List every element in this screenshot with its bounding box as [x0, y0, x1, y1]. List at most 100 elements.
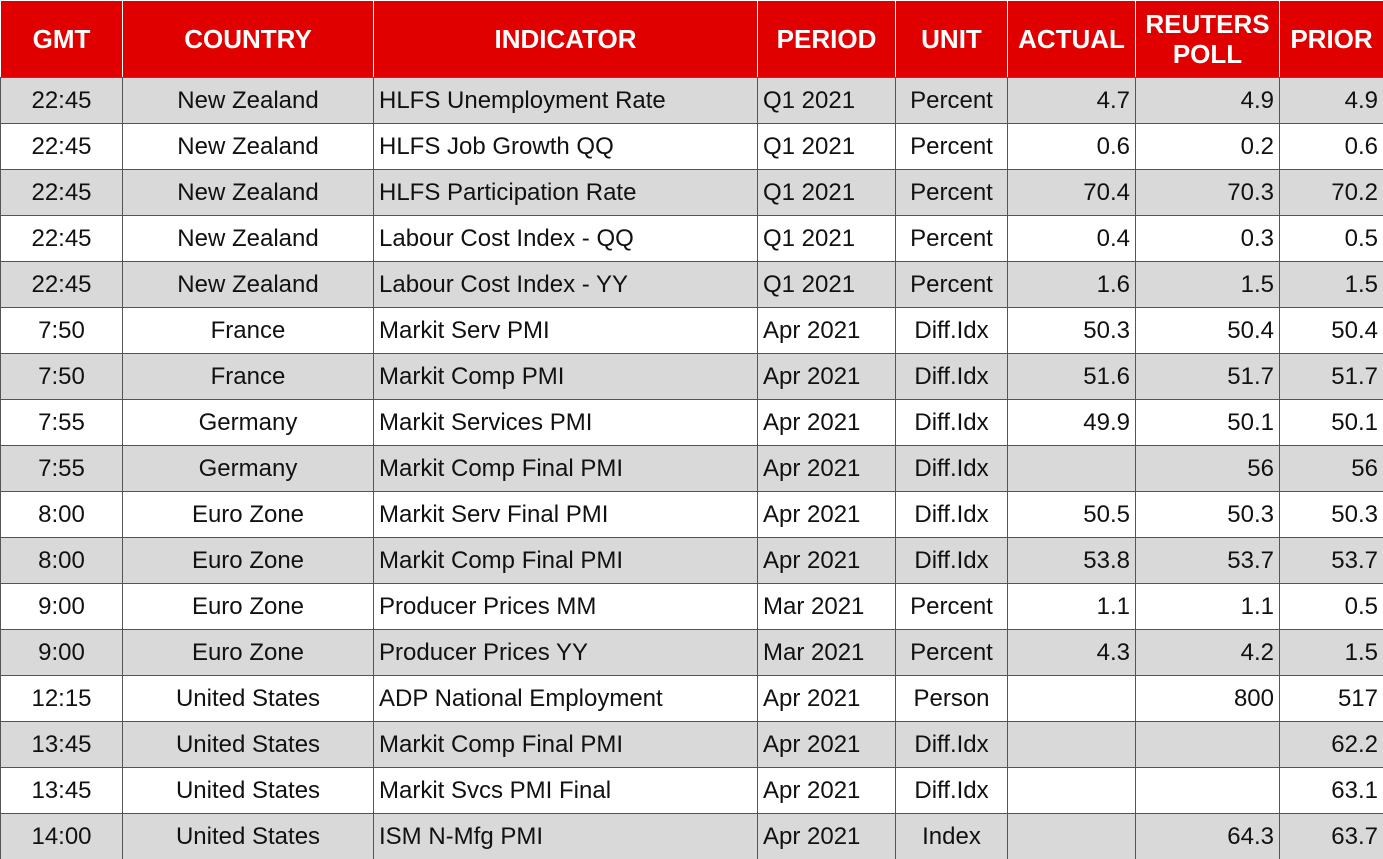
table-cell: United States	[122, 721, 374, 768]
table-cell: 63.7	[1279, 813, 1383, 859]
table-cell: 50.3	[1007, 307, 1136, 354]
table-row: 12:15 United States ADP National Employmen…	[0, 675, 1383, 722]
table-row: 8:00 Euro Zone Markit Serv Final PMI Apr 20…	[0, 491, 1383, 538]
table-row: 22:45 New Zealand Labour Cost Index - QQ Q1…	[0, 215, 1383, 262]
table-cell: 56	[1279, 445, 1383, 492]
table-cell: 7:50	[0, 353, 123, 400]
table-cell: Markit Comp Final PMI	[373, 721, 758, 768]
table-cell: Diff.Idx	[895, 445, 1008, 492]
table-cell: ADP National Employment	[373, 675, 758, 722]
table-cell: Producer Prices YY	[373, 629, 758, 676]
table-cell: 1.5	[1279, 629, 1383, 676]
table-cell: 53.7	[1135, 537, 1280, 584]
table-cell: 9:00	[0, 629, 123, 676]
table-cell: Percent	[895, 261, 1008, 308]
table-cell: Apr 2021	[757, 399, 896, 446]
table-cell: 70.2	[1279, 169, 1383, 216]
table-cell: 51.7	[1279, 353, 1383, 400]
table-cell	[1007, 767, 1136, 814]
table-cell: Q1 2021	[757, 261, 896, 308]
table-cell: United States	[122, 813, 374, 859]
table-cell: Apr 2021	[757, 537, 896, 584]
table-cell: 0.6	[1007, 123, 1136, 170]
table-cell: 49.9	[1007, 399, 1136, 446]
table-cell: 1.5	[1135, 261, 1280, 308]
table-cell: Markit Services PMI	[373, 399, 758, 446]
table-row: 9:00 Euro Zone Producer Prices MM Mar 2021 P…	[0, 583, 1383, 630]
table-row: 13:45 United States Markit Svcs PMI Final A…	[0, 767, 1383, 814]
table-cell: Euro Zone	[122, 629, 374, 676]
table-cell: 50.1	[1135, 399, 1280, 446]
table-cell: Producer Prices MM	[373, 583, 758, 630]
table-cell: 51.6	[1007, 353, 1136, 400]
table-cell: 70.3	[1135, 169, 1280, 216]
table-cell: Diff.Idx	[895, 721, 1008, 768]
table-cell: Apr 2021	[757, 307, 896, 354]
table-cell: 50.4	[1135, 307, 1280, 354]
table-cell: Percent	[895, 123, 1008, 170]
table-cell: 50.3	[1135, 491, 1280, 538]
table-cell: 4.9	[1279, 77, 1383, 124]
column-header: UNIT	[895, 0, 1008, 78]
table-cell: HLFS Job Growth QQ	[373, 123, 758, 170]
table-cell: Apr 2021	[757, 813, 896, 859]
table-cell: Q1 2021	[757, 123, 896, 170]
table-cell: Q1 2021	[757, 215, 896, 262]
table-cell: Percent	[895, 583, 1008, 630]
table-cell: Euro Zone	[122, 491, 374, 538]
column-header: PRIOR	[1279, 0, 1383, 78]
table-cell: 63.1	[1279, 767, 1383, 814]
table-cell: 0.2	[1135, 123, 1280, 170]
table-cell: 22:45	[0, 261, 123, 308]
table-cell	[1135, 767, 1280, 814]
column-header: INDICATOR	[373, 0, 758, 78]
table-cell: United States	[122, 767, 374, 814]
column-header: REUTERS POLL	[1135, 0, 1280, 78]
table-row: 13:45 United States Markit Comp Final PMI A…	[0, 721, 1383, 768]
table-cell: 9:00	[0, 583, 123, 630]
column-header: PERIOD	[757, 0, 896, 78]
table-cell	[1007, 721, 1136, 768]
table-row: 22:45 New Zealand HLFS Participation Rate Q…	[0, 169, 1383, 216]
table-cell: Person	[895, 675, 1008, 722]
table-cell	[1007, 445, 1136, 492]
table-cell: New Zealand	[122, 77, 374, 124]
table-cell: Euro Zone	[122, 537, 374, 584]
table-cell: Percent	[895, 169, 1008, 216]
table-row: 14:00 United States ISM N-Mfg PMI Apr 2021 I…	[0, 813, 1383, 859]
table-cell: Apr 2021	[757, 491, 896, 538]
table-row: 9:00 Euro Zone Producer Prices YY Mar 2021 P…	[0, 629, 1383, 676]
table-cell: Markit Comp Final PMI	[373, 445, 758, 492]
table-cell: New Zealand	[122, 215, 374, 262]
table-cell: Diff.Idx	[895, 399, 1008, 446]
table-cell: 50.3	[1279, 491, 1383, 538]
table-cell: New Zealand	[122, 169, 374, 216]
table-cell: 1.6	[1007, 261, 1136, 308]
table-cell: Labour Cost Index - YY	[373, 261, 758, 308]
table-cell: United States	[122, 675, 374, 722]
table-cell: HLFS Participation Rate	[373, 169, 758, 216]
table-cell: 50.1	[1279, 399, 1383, 446]
table-cell: 800	[1135, 675, 1280, 722]
table-cell: Markit Serv Final PMI	[373, 491, 758, 538]
table-cell: Germany	[122, 399, 374, 446]
table-row: 22:45 New Zealand HLFS Unemployment Rate Q1…	[0, 77, 1383, 124]
table-cell: Apr 2021	[757, 721, 896, 768]
table-cell: Apr 2021	[757, 675, 896, 722]
column-header: ACTUAL	[1007, 0, 1136, 78]
table-cell: Markit Svcs PMI Final	[373, 767, 758, 814]
table-cell: 62.2	[1279, 721, 1383, 768]
table-cell: 4.2	[1135, 629, 1280, 676]
table-cell: 0.6	[1279, 123, 1383, 170]
table-cell: Apr 2021	[757, 767, 896, 814]
table-cell: 22:45	[0, 215, 123, 262]
table-row: 7:55 Germany Markit Comp Final PMI Apr 2021…	[0, 445, 1383, 492]
table-row: 22:45 New Zealand HLFS Job Growth QQ Q1 202…	[0, 123, 1383, 170]
table-cell: 4.9	[1135, 77, 1280, 124]
table-cell: Percent	[895, 629, 1008, 676]
table-cell: Apr 2021	[757, 353, 896, 400]
table-row: 7:55 Germany Markit Services PMI Apr 2021 Di…	[0, 399, 1383, 446]
table-cell: Diff.Idx	[895, 537, 1008, 584]
